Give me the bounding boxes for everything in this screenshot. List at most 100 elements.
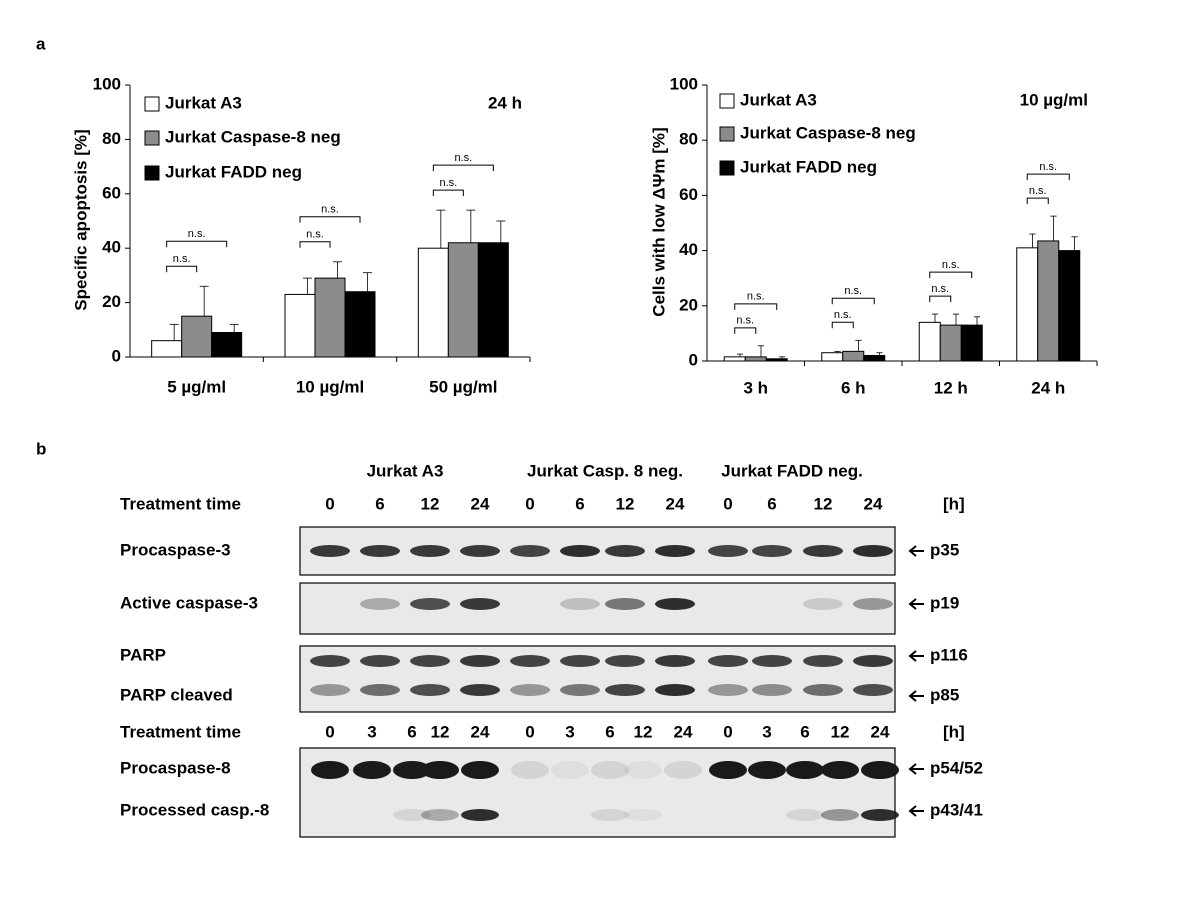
band xyxy=(560,655,600,667)
group-label: Jurkat A3 xyxy=(367,461,444,480)
marker-arrow xyxy=(908,763,924,775)
legend-label: Jurkat A3 xyxy=(740,90,817,109)
marker-label: p43/41 xyxy=(930,800,983,819)
band xyxy=(655,655,695,667)
bar xyxy=(181,315,213,358)
time-label: 6 xyxy=(407,722,416,741)
band xyxy=(510,655,550,667)
band xyxy=(360,545,400,557)
band xyxy=(861,761,899,779)
band xyxy=(821,761,859,779)
time-unit: [h] xyxy=(943,494,965,513)
significance-bracket xyxy=(166,240,228,248)
y-tick-label: 0 xyxy=(689,350,698,369)
band xyxy=(605,684,645,696)
legend-label: Jurkat FADD neg xyxy=(165,162,302,181)
time-label: 12 xyxy=(814,494,833,513)
band xyxy=(360,684,400,696)
band xyxy=(748,761,786,779)
band xyxy=(752,684,792,696)
time-label: 6 xyxy=(375,494,384,513)
bar xyxy=(939,324,962,362)
x-tick-label: 6 h xyxy=(841,378,866,397)
significance-label: n.s. xyxy=(844,285,862,297)
band xyxy=(803,655,843,667)
significance-bracket xyxy=(929,271,973,279)
band xyxy=(853,545,893,557)
band xyxy=(591,809,629,821)
bar xyxy=(417,247,449,358)
marker-arrow xyxy=(908,598,924,610)
marker-arrow xyxy=(908,805,924,817)
y-tick-label: 40 xyxy=(102,238,121,257)
significance-label: n.s. xyxy=(1029,185,1047,197)
band xyxy=(551,761,589,779)
band xyxy=(353,761,391,779)
bar xyxy=(960,324,983,362)
gel-box xyxy=(299,582,896,635)
bar xyxy=(314,277,346,358)
band xyxy=(560,598,600,610)
band xyxy=(605,598,645,610)
band xyxy=(803,598,843,610)
significance-bracket xyxy=(1026,173,1070,181)
significance-label: n.s. xyxy=(834,309,852,321)
significance-bracket xyxy=(831,321,854,329)
band xyxy=(786,809,824,821)
significance-bracket xyxy=(299,241,331,248)
marker-label: p19 xyxy=(930,593,959,612)
group-label: Jurkat FADD neg. xyxy=(721,461,863,480)
bar xyxy=(918,321,941,362)
marker-arrow xyxy=(908,545,924,557)
y-tick-label: 40 xyxy=(679,240,698,259)
y-axis-label: Cells with low ΔΨm [%] xyxy=(649,127,668,316)
band xyxy=(360,598,400,610)
annotation: 10 µg/ml xyxy=(1020,90,1088,109)
time-label: 12 xyxy=(431,722,450,741)
significance-label: n.s. xyxy=(321,204,339,216)
panel-label: b xyxy=(36,439,46,458)
band xyxy=(853,598,893,610)
y-tick-label: 60 xyxy=(679,185,698,204)
significance-label: n.s. xyxy=(173,253,191,265)
legend-swatch xyxy=(144,96,160,112)
time-label: 6 xyxy=(800,722,809,741)
significance-bracket xyxy=(166,265,198,273)
x-tick-label: 5 µg/ml xyxy=(167,377,226,396)
band xyxy=(421,809,459,821)
bar xyxy=(1037,240,1060,362)
band xyxy=(664,761,702,779)
time-label: 0 xyxy=(723,722,732,741)
row-label: Procaspase-3 xyxy=(120,540,231,559)
row-label: Processed casp.-8 xyxy=(120,800,269,819)
time-label: 0 xyxy=(325,494,334,513)
band xyxy=(605,655,645,667)
band xyxy=(591,761,629,779)
bar xyxy=(723,356,746,362)
y-tick-label: 0 xyxy=(112,346,121,365)
marker-arrow xyxy=(908,650,924,662)
y-tick-label: 80 xyxy=(102,129,121,148)
x-tick-label: 3 h xyxy=(743,378,768,397)
significance-label: n.s. xyxy=(439,177,457,189)
band xyxy=(821,809,859,821)
row-label: Procaspase-8 xyxy=(120,758,231,777)
band xyxy=(410,655,450,667)
band xyxy=(708,655,748,667)
band xyxy=(310,655,350,667)
x-tick-label: 12 h xyxy=(934,378,968,397)
time-label: 0 xyxy=(525,494,534,513)
significance-label: n.s. xyxy=(1039,161,1057,173)
x-tick-label: 24 h xyxy=(1031,378,1065,397)
band xyxy=(393,761,431,779)
significance-label: n.s. xyxy=(188,228,206,240)
band xyxy=(510,684,550,696)
row-label: Active caspase-3 xyxy=(120,593,258,612)
band xyxy=(510,545,550,557)
band xyxy=(393,809,431,821)
band xyxy=(460,545,500,557)
significance-bracket xyxy=(929,295,952,303)
legend-label: Jurkat Caspase-8 neg xyxy=(165,127,341,146)
bar xyxy=(344,291,376,358)
